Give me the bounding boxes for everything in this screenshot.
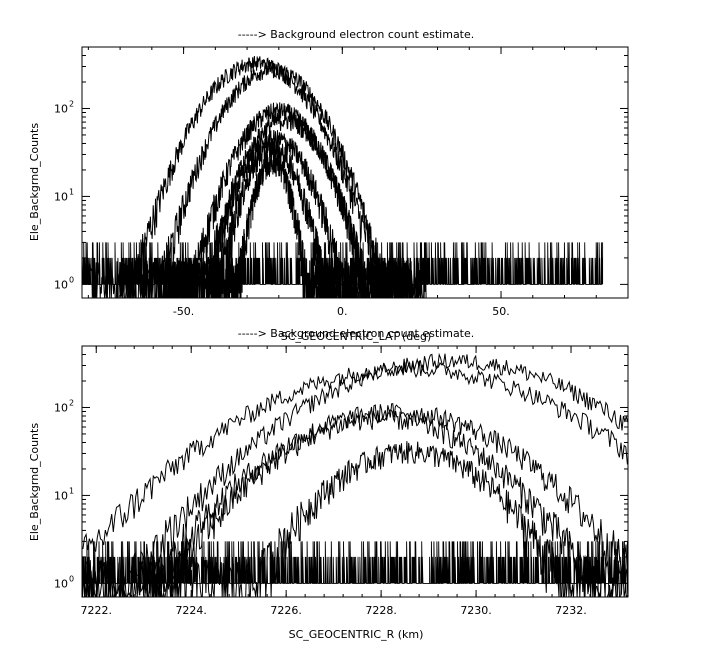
y-tick-exponent: 0 xyxy=(69,574,74,583)
y-axis-label: Ele_Backgrnd_Counts xyxy=(28,423,41,541)
y-axis-label: Ele_Backgrnd_Counts xyxy=(28,123,41,241)
data-series-1 xyxy=(82,360,628,553)
y-tick-exponent: 0 xyxy=(69,275,74,284)
y-tick-label: 10 xyxy=(54,577,68,590)
plot-frame xyxy=(81,345,629,598)
data-series-4 xyxy=(137,441,628,597)
data-series-6 xyxy=(209,151,336,298)
x-tick-label: 7222. xyxy=(80,604,112,617)
data-series-group xyxy=(82,55,604,298)
x-tick-label: 7228. xyxy=(365,604,397,617)
x-tick-label: 7224. xyxy=(175,604,207,617)
y-tick-label: 10 xyxy=(54,489,68,502)
y-tick-exponent: 1 xyxy=(69,187,74,196)
chart-panel-r: -----> Background electron count estimat… xyxy=(28,327,629,641)
chart-panel-lat: -----> Background electron count estimat… xyxy=(28,28,629,343)
y-tick-label: 10 xyxy=(54,102,68,115)
noise-floor-trace xyxy=(82,541,628,584)
x-tick-label: 7232. xyxy=(555,604,587,617)
y-tick-exponent: 1 xyxy=(69,486,74,495)
data-series-3 xyxy=(82,409,628,597)
data-series-group xyxy=(82,352,628,597)
x-axis-label: SC_GEOCENTRIC_LAT (deg) xyxy=(281,330,432,343)
y-tick-label: 10 xyxy=(54,278,68,291)
plot-frame xyxy=(81,46,629,299)
y-tick-exponent: 2 xyxy=(69,398,74,407)
x-tick-label: 7230. xyxy=(460,604,492,617)
data-series-1 xyxy=(118,60,427,298)
x-tick-label: 0. xyxy=(337,305,348,318)
x-axis-label: SC_GEOCENTRIC_R (km) xyxy=(289,628,424,641)
x-tick-label: 50. xyxy=(492,305,510,318)
y-tick-label: 10 xyxy=(54,401,68,414)
y-tick-exponent: 2 xyxy=(69,99,74,108)
chart-title: -----> Background electron count estimat… xyxy=(238,327,475,340)
x-tick-label: 7226. xyxy=(270,604,302,617)
chart-title: -----> Background electron count estimat… xyxy=(238,28,475,41)
x-tick-label: -50. xyxy=(173,305,194,318)
y-tick-label: 10 xyxy=(54,190,68,203)
